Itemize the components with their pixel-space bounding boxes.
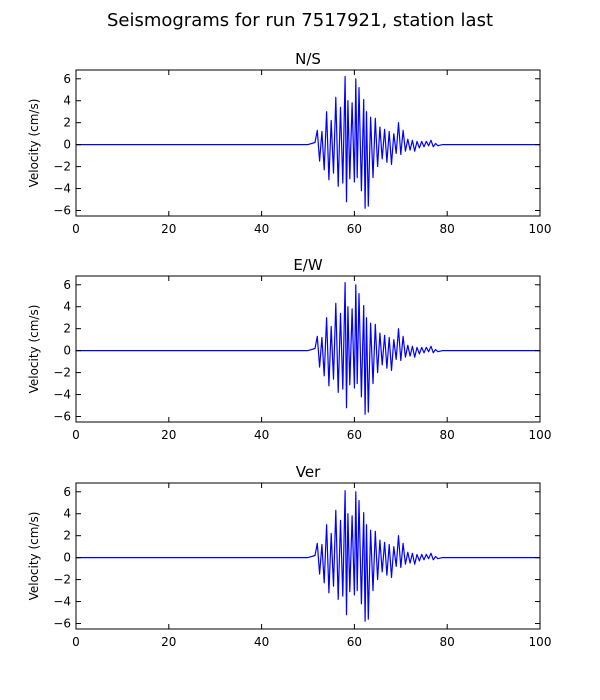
y-tick-label: 4 [63, 507, 71, 521]
x-tick-label: 80 [440, 222, 455, 236]
y-tick-label: 0 [63, 551, 71, 565]
series-line [76, 75, 540, 209]
y-axis-label: Velocity (cm/s) [27, 305, 41, 394]
subplot-title: Ver [296, 463, 321, 481]
subplot-title: N/S [295, 50, 321, 68]
x-tick-label: 80 [440, 428, 455, 442]
subplot-title: E/W [293, 256, 323, 274]
plot-frame [75, 482, 541, 630]
x-tick-label: 60 [347, 428, 362, 442]
y-tick-label: −2 [53, 573, 71, 587]
x-tick-label: 100 [529, 428, 552, 442]
x-tick-label: 60 [347, 222, 362, 236]
y-tick-label: −4 [53, 182, 71, 196]
x-tick-label: 40 [254, 635, 269, 649]
y-tick-label: −4 [53, 388, 71, 402]
x-tick-label: 60 [347, 635, 362, 649]
x-tick-label: 20 [161, 635, 176, 649]
x-tick-label: 40 [254, 428, 269, 442]
y-tick-label: 6 [63, 485, 71, 499]
y-tick-label: 6 [63, 72, 71, 86]
x-tick-label: 20 [161, 222, 176, 236]
y-tick-label: −6 [53, 617, 71, 631]
series-line [76, 490, 540, 622]
y-tick-label: −6 [53, 410, 71, 424]
x-tick-label: 0 [72, 428, 80, 442]
y-tick-label: 4 [63, 300, 71, 314]
y-tick-label: −2 [53, 366, 71, 380]
x-tick-label: 0 [72, 635, 80, 649]
y-tick-label: 2 [63, 529, 71, 543]
y-tick-label: 6 [63, 278, 71, 292]
plot-frame [75, 69, 541, 217]
subplot-0: N/S Velocity (cm/s) 0 20 40 60 80 100 −6 −4 −2 0 2 4 6 [27, 50, 551, 236]
y-axis-label: Velocity (cm/s) [27, 99, 41, 188]
y-tick-label: 2 [63, 322, 71, 336]
plot-frame [75, 275, 541, 423]
y-axis-label: Velocity (cm/s) [27, 512, 41, 601]
y-tick-label: 2 [63, 116, 71, 130]
y-tick-label: −6 [53, 204, 71, 218]
y-tick-label: 4 [63, 94, 71, 108]
figure-title: Seismograms for run 7517921, station las… [106, 10, 494, 31]
x-tick-label: 100 [529, 635, 552, 649]
subplot-1: E/W Velocity (cm/s) 0 20 40 60 80 100 −6 −4 −2 0 2 4 6 [27, 256, 551, 442]
x-tick-label: 100 [529, 222, 552, 236]
subplot-2: Ver Velocity (cm/s) 0 20 40 60 80 100 −6 −4 −2 0 2 4 6 [27, 463, 551, 649]
x-tick-label: 0 [72, 222, 80, 236]
y-tick-label: 0 [63, 138, 71, 152]
x-tick-label: 80 [440, 635, 455, 649]
series-line [76, 282, 540, 415]
x-tick-label: 40 [254, 222, 269, 236]
y-tick-label: −4 [53, 595, 71, 609]
y-tick-label: −2 [53, 160, 71, 174]
y-tick-label: 0 [63, 344, 71, 358]
x-tick-label: 20 [161, 428, 176, 442]
